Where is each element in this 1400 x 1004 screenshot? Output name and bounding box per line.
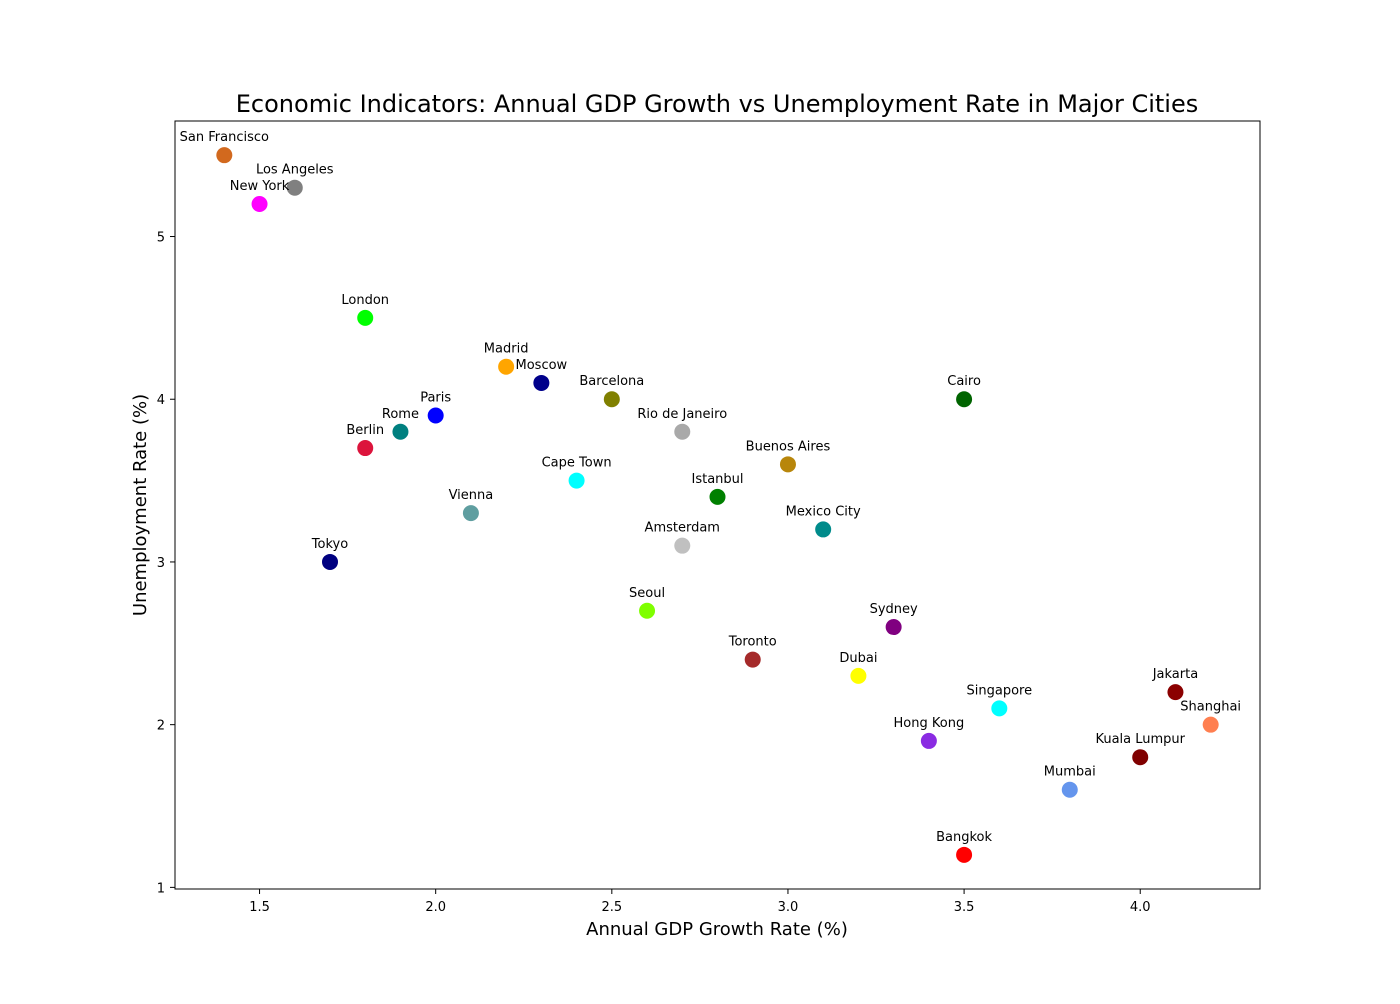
data-point (603, 391, 620, 408)
data-point-label: London (341, 293, 389, 308)
y-axis: 1 2 3 4 5 (157, 231, 175, 896)
data-point-label: Bangkok (936, 830, 992, 845)
data-points (216, 147, 1219, 863)
x-tick-label: 2.5 (601, 900, 622, 915)
x-tick-label: 4.0 (1130, 900, 1151, 915)
y-axis-label: Unemployment Rate (%) (130, 394, 151, 616)
data-point (920, 732, 937, 749)
data-point (850, 667, 867, 684)
data-point-label: Cairo (947, 374, 981, 389)
y-tick-label: 1 (157, 881, 165, 896)
data-point-label: Cape Town (542, 456, 612, 471)
data-point (1061, 781, 1078, 798)
y-tick-label: 2 (157, 719, 165, 734)
data-point (1167, 684, 1184, 701)
data-point (709, 488, 726, 505)
data-point-label: Paris (420, 391, 451, 406)
data-point-label: Vienna (449, 488, 494, 503)
y-tick-label: 3 (157, 556, 165, 571)
data-point-label: Shanghai (1180, 700, 1241, 715)
data-point-label: Jakarta (1152, 667, 1198, 682)
data-point-label: Amsterdam (645, 521, 720, 536)
data-point-label: Berlin (346, 423, 384, 438)
data-point-label: Tokyo (311, 537, 348, 552)
data-point (991, 700, 1008, 717)
data-point-label: Seoul (629, 586, 665, 601)
data-point (216, 147, 233, 164)
data-point-label: Mexico City (786, 504, 861, 519)
data-point-label: New York (230, 179, 290, 194)
data-point (956, 846, 973, 863)
data-point (357, 309, 374, 326)
data-point (498, 358, 515, 375)
data-point-label: San Francisco (180, 130, 269, 145)
data-point (885, 619, 902, 636)
data-point (956, 391, 973, 408)
data-point (674, 423, 691, 440)
data-point (357, 440, 374, 457)
data-point (322, 553, 338, 570)
data-point-label: Rio de Janeiro (637, 407, 727, 422)
data-point (744, 651, 761, 668)
x-tick-label: 1.5 (249, 900, 270, 915)
data-point (639, 602, 656, 619)
data-point-label: Barcelona (579, 374, 644, 389)
data-point-label: Moscow (516, 358, 568, 373)
x-tick-label: 3.5 (954, 900, 975, 915)
x-tick-label: 2.0 (425, 900, 446, 915)
data-point (674, 537, 691, 554)
y-tick-label: 5 (157, 231, 165, 246)
data-point-label: Hong Kong (894, 716, 965, 731)
data-point (533, 374, 550, 391)
data-point-label: Madrid (484, 342, 529, 357)
data-point (286, 179, 303, 196)
data-point-label: Kuala Lumpur (1095, 732, 1185, 747)
data-point-label: Sydney (870, 602, 918, 617)
data-point-label: Rome (382, 407, 419, 422)
data-point (779, 456, 796, 473)
x-axis: 1.5 2.0 2.5 3.0 3.5 4.0 (249, 889, 1151, 915)
data-point (1132, 749, 1149, 766)
x-axis-label: Annual GDP Growth Rate (%) (586, 919, 848, 940)
data-point (251, 195, 268, 212)
data-point-label: Singapore (967, 683, 1033, 698)
data-point (392, 423, 409, 440)
data-point (1202, 716, 1219, 733)
chart-title: Economic Indicators: Annual GDP Growth v… (236, 90, 1198, 118)
data-point-label: Istanbul (691, 472, 743, 487)
y-tick-label: 4 (157, 393, 165, 408)
data-point-label: Toronto (728, 635, 777, 650)
data-point (427, 407, 444, 424)
x-tick-label: 3.0 (778, 900, 799, 915)
data-point-label: Buenos Aires (746, 439, 831, 454)
data-point-label: Los Angeles (256, 163, 334, 178)
plot-area-frame (174, 120, 1261, 890)
data-point (815, 521, 832, 538)
data-point-label: Dubai (839, 651, 877, 666)
data-point-label: Mumbai (1044, 765, 1096, 780)
data-point (462, 505, 479, 522)
data-point (568, 472, 585, 489)
